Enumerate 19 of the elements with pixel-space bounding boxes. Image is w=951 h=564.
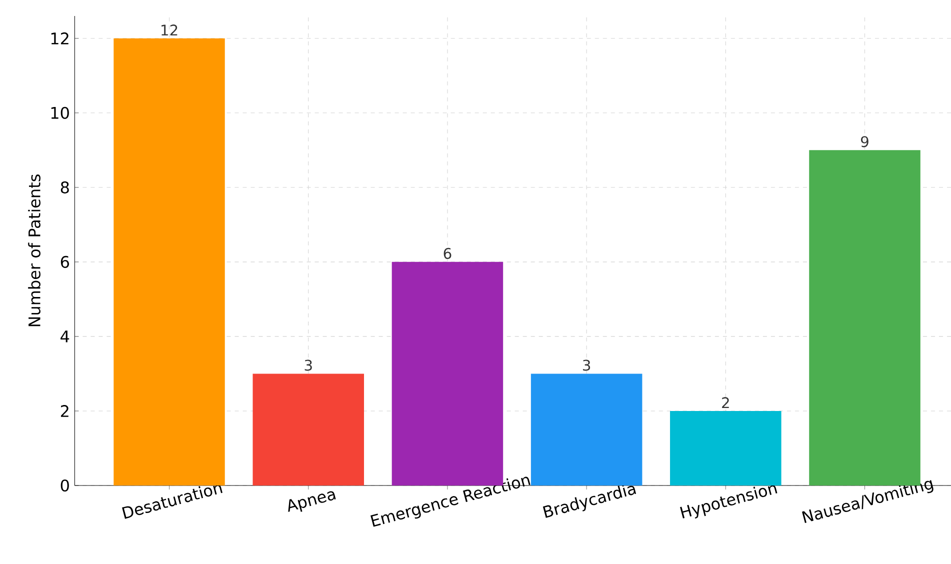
bar [114, 38, 225, 486]
y-tick-label: 12 [51, 32, 68, 44]
data-label: 3 [583, 360, 590, 371]
data-label: 12 [162, 24, 178, 36]
bar [670, 410, 782, 486]
y-tick-label: 0 [60, 479, 69, 492]
data-label: 9 [861, 136, 868, 148]
y-axis-title: Number of Patients [28, 174, 40, 326]
x-tick-label: Apnea [288, 491, 336, 512]
data-label: 3 [304, 360, 312, 371]
y-tick-label: 4 [60, 330, 70, 342]
bar [530, 374, 642, 486]
y-tick-label: 10 [51, 106, 69, 119]
y-tick-label: 8 [60, 181, 69, 194]
data-label: 6 [444, 248, 452, 259]
y-tick-label: 6 [60, 256, 69, 268]
y-tick-label: 2 [60, 404, 68, 417]
data-label: 2 [722, 397, 729, 408]
bar [252, 374, 364, 486]
